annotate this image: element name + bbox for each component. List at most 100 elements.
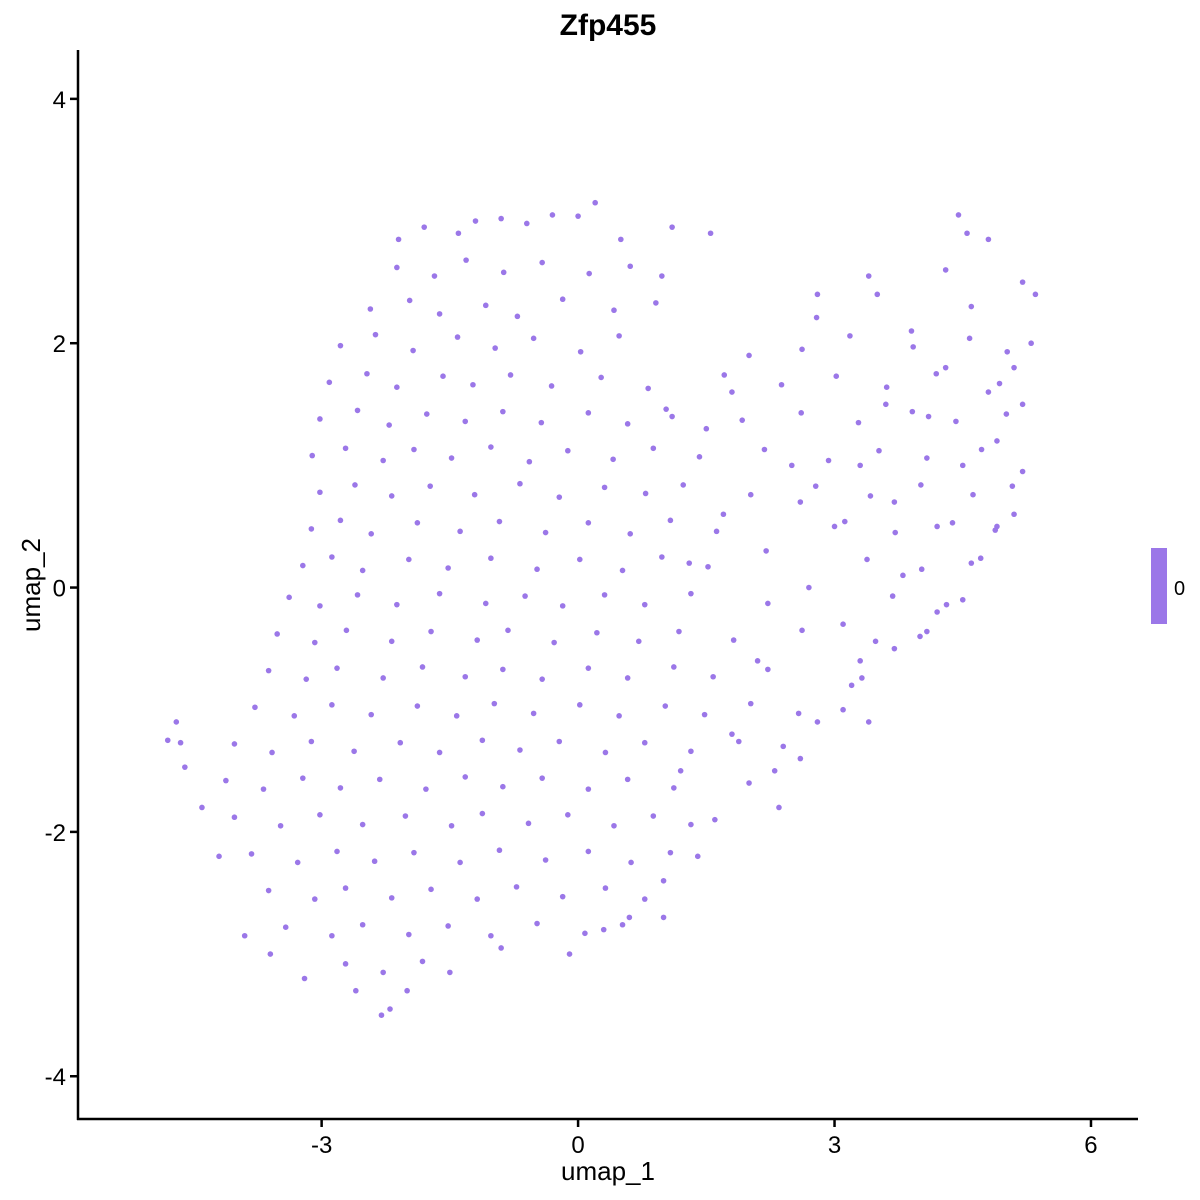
data-point xyxy=(448,455,455,461)
data-point xyxy=(291,713,298,719)
data-point xyxy=(354,592,361,598)
data-point xyxy=(841,518,848,525)
data-point xyxy=(1019,468,1026,475)
data-point xyxy=(585,410,592,416)
data-point xyxy=(462,774,469,780)
data-point xyxy=(624,421,631,427)
data-point xyxy=(641,896,648,902)
data-point xyxy=(387,1006,393,1012)
data-point xyxy=(534,920,540,927)
data-point xyxy=(300,775,306,781)
data-point xyxy=(712,816,718,823)
data-point xyxy=(419,664,426,670)
data-point xyxy=(548,383,555,389)
data-point xyxy=(474,896,481,902)
data-point xyxy=(482,600,489,607)
data-point xyxy=(1032,291,1039,298)
data-point xyxy=(650,445,657,452)
data-point xyxy=(585,520,592,526)
data-point xyxy=(428,886,434,893)
data-point xyxy=(747,700,754,707)
data-point xyxy=(556,494,563,500)
data-point xyxy=(909,408,916,415)
data-point xyxy=(761,446,768,453)
data-point xyxy=(559,296,566,303)
data-point xyxy=(705,563,711,570)
data-point xyxy=(959,596,966,603)
data-point xyxy=(864,556,870,563)
data-point xyxy=(601,484,608,491)
data-point xyxy=(739,417,746,423)
data-point xyxy=(669,413,675,420)
data-point xyxy=(364,370,370,377)
data-point xyxy=(368,530,375,537)
data-point xyxy=(300,562,306,569)
data-point xyxy=(457,528,463,535)
data-point xyxy=(488,444,494,450)
data-point xyxy=(414,520,421,526)
data-point xyxy=(650,813,657,819)
data-point xyxy=(453,713,460,719)
data-point xyxy=(445,923,451,929)
data-point xyxy=(177,739,184,746)
data-point xyxy=(309,452,316,459)
data-point xyxy=(729,731,735,737)
data-point xyxy=(523,220,530,227)
data-point xyxy=(889,593,896,599)
x-ticks: -3 0 3 6 xyxy=(311,1119,1098,1159)
data-point xyxy=(924,455,930,461)
data-point xyxy=(1003,411,1010,417)
data-point xyxy=(436,311,443,317)
data-point xyxy=(754,658,761,664)
data-point xyxy=(317,489,323,496)
y-tick-label: 2 xyxy=(53,331,66,358)
data-point xyxy=(872,638,879,645)
data-point xyxy=(549,212,556,218)
data-point xyxy=(380,969,386,976)
data-point xyxy=(282,924,289,930)
data-point xyxy=(771,768,778,774)
data-point xyxy=(892,529,899,536)
data-point xyxy=(900,572,906,579)
data-point xyxy=(925,413,932,420)
data-point xyxy=(765,600,771,607)
data-point xyxy=(806,584,812,591)
data-point xyxy=(840,706,846,713)
data-point xyxy=(619,921,626,928)
data-point xyxy=(746,352,752,359)
data-point xyxy=(216,853,222,860)
data-point xyxy=(883,401,889,408)
data-point xyxy=(934,609,940,615)
data-point xyxy=(539,775,545,781)
data-point xyxy=(942,364,949,371)
data-point xyxy=(436,590,443,597)
data-point xyxy=(343,627,350,634)
data-point xyxy=(910,344,916,350)
x-tick-label: 6 xyxy=(1084,1132,1097,1159)
data-point xyxy=(825,457,832,464)
data-point xyxy=(329,932,335,939)
data-point xyxy=(500,269,507,276)
data-point xyxy=(680,482,687,488)
data-point xyxy=(359,921,366,928)
data-point xyxy=(410,347,416,354)
x-tick-label: 0 xyxy=(571,1132,584,1159)
data-point xyxy=(686,560,693,566)
y-tick-label: 0 xyxy=(53,576,66,603)
data-point xyxy=(231,741,238,747)
data-point xyxy=(308,738,315,745)
data-point xyxy=(713,528,720,535)
data-point xyxy=(372,331,379,338)
data-point xyxy=(311,896,318,902)
data-point xyxy=(342,961,349,967)
data-point xyxy=(334,848,340,855)
data-point xyxy=(645,385,651,392)
data-point xyxy=(556,738,563,745)
data-point xyxy=(653,300,659,306)
data-point xyxy=(479,737,486,744)
data-point xyxy=(602,749,609,756)
data-point xyxy=(627,263,634,270)
data-point xyxy=(795,710,802,717)
data-point xyxy=(530,335,537,342)
data-point xyxy=(371,858,378,865)
